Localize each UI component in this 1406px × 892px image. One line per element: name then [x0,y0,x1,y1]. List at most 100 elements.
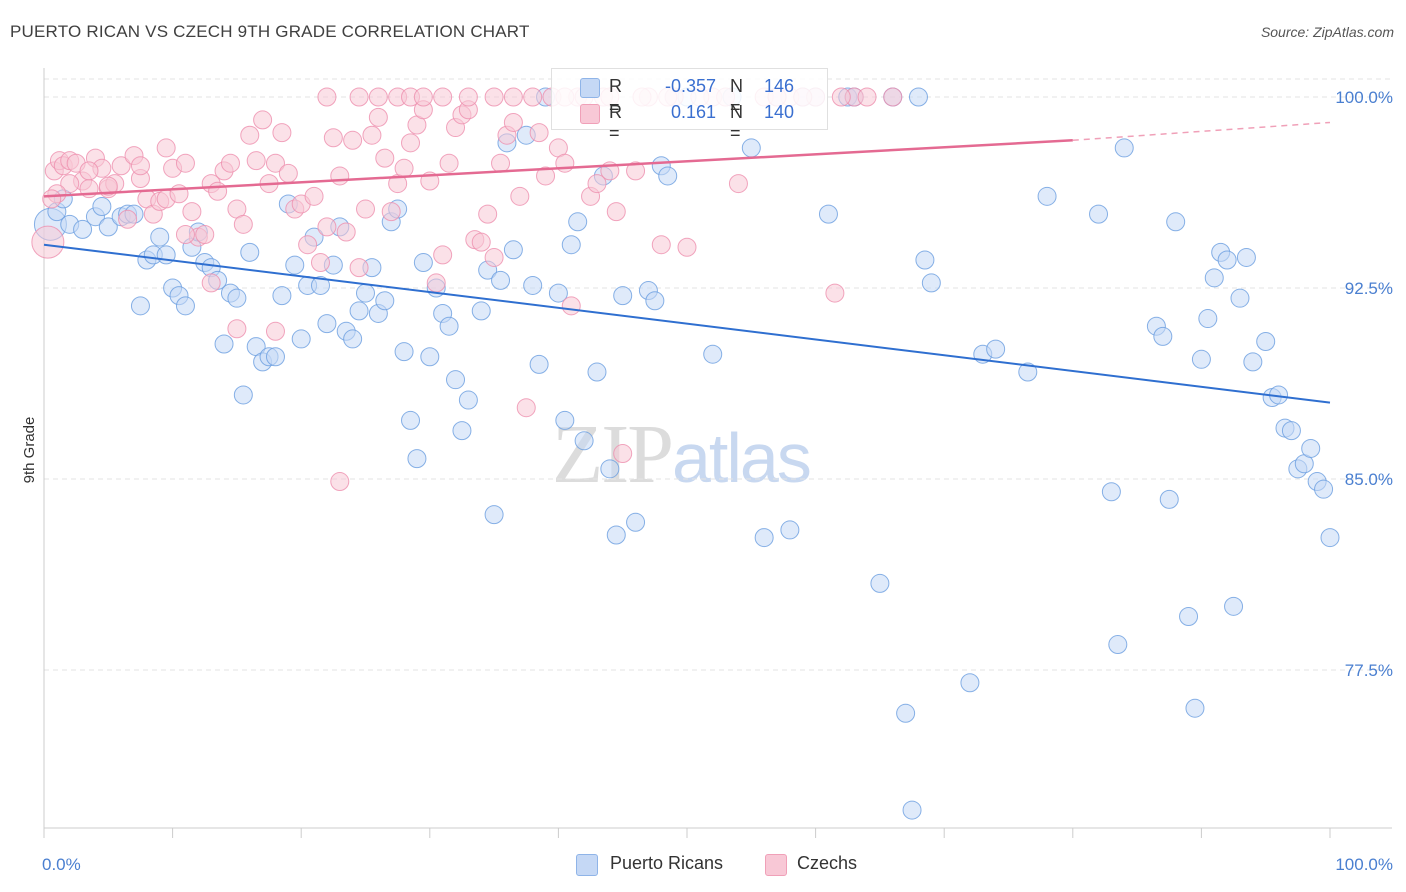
point-czech [182,202,202,222]
legend-r-label: R = [609,102,622,143]
point-puerto-rican [413,253,433,273]
point-puerto-rican [703,344,723,364]
point-czech [503,87,523,107]
point-czech [478,204,498,224]
bottom-legend-swatch-puerto-ricans [576,854,598,876]
point-czech [156,138,176,158]
point-puerto-rican [503,240,523,260]
point-puerto-rican [1243,352,1263,372]
point-czech [831,87,851,107]
point-puerto-rican [754,528,774,548]
point-puerto-rican [1153,326,1173,346]
point-czech [240,125,260,145]
trend-line-czechs [43,139,1073,198]
point-czech [536,166,556,186]
point-puerto-rican [1114,138,1134,158]
point-czech [458,87,478,107]
bottom-legend-swatch-czechs [765,854,787,876]
trend-line-czechs-extension [1072,121,1331,142]
series-puerto-ricans [33,87,1340,820]
point-puerto-rican [606,525,626,545]
x-tick-label-max: 100.0% [1335,855,1393,874]
point-puerto-rican [98,217,118,237]
point-czech [272,123,292,143]
point-czech [626,161,646,181]
point-czech [349,258,369,278]
point-puerto-rican [921,273,941,293]
point-puerto-rican [1217,250,1237,270]
point-czech [433,87,453,107]
point-czech [677,237,697,257]
point-puerto-rican [658,166,678,186]
point-czech [195,225,215,245]
point-czech [491,153,511,173]
watermark-atlas: atlas [672,419,812,497]
point-czech [343,130,363,150]
point-czech [349,87,369,107]
point-czech [278,163,298,183]
point-czech [118,209,138,229]
point-puerto-rican [523,275,543,295]
point-puerto-rican [645,291,665,311]
point-czech [323,128,343,148]
axes [43,68,1392,838]
point-czech [227,319,247,339]
correlation-legend: R = -0.357 N = 146 R = 0.161 N = 140 [551,68,828,143]
axis-labels: 77.5% 85.0% 92.5% 100.0% 0.0% 100.0% 9th Grade [21,88,1393,874]
y-tick-label: 100.0% [1335,88,1393,107]
point-puerto-rican [1191,349,1211,369]
point-czech [330,166,350,186]
point-czech [265,321,285,341]
point-puerto-rican [175,296,195,316]
point-czech [317,217,337,237]
point-puerto-rican [1037,186,1057,206]
point-puerto-rican [1166,212,1186,232]
point-czech [298,235,318,255]
point-czech [439,153,459,173]
point-puerto-rican [233,385,253,405]
point-puerto-rican [92,197,112,217]
point-puerto-rican [561,235,581,255]
legend-r-value: 0.161 [670,102,716,122]
bottom-legend-label-puerto-ricans: Puerto Ricans [610,853,724,873]
point-puerto-rican [818,204,838,224]
point-puerto-rican [780,520,800,540]
legend-n-value: 146 [764,76,795,96]
point-puerto-rican [343,329,363,349]
point-puerto-rican [1224,596,1244,616]
trend-lines [43,121,1331,404]
point-puerto-rican [908,87,928,107]
point-puerto-rican [1230,288,1250,308]
point-puerto-rican [272,286,292,306]
point-czech [484,247,504,267]
legend-n-value: 140 [764,102,795,122]
point-puerto-rican [902,800,922,820]
point-puerto-rican [214,334,234,354]
point-puerto-rican [548,283,568,303]
trend-line-puerto-ricans [43,243,1331,404]
legend-n-label: N = [730,76,743,117]
point-czech [330,472,350,492]
point-czech [208,181,228,201]
point-czech [356,199,375,219]
point-puerto-rican [587,362,607,382]
point-czech [98,176,118,196]
point-puerto-rican [626,512,646,532]
point-puerto-rican [356,283,375,303]
point-puerto-rican [73,219,93,239]
point-puerto-rican [240,242,260,262]
point-puerto-rican [1018,362,1038,382]
y-tick-label: 92.5% [1345,279,1393,298]
point-czech [60,174,80,194]
point-puerto-rican [291,329,311,349]
point-czech [375,148,395,168]
point-puerto-rican [310,275,330,295]
point-czech [246,151,266,171]
point-czech [728,174,748,194]
point-puerto-rican [870,573,890,593]
point-czech [265,153,285,173]
point-czech [336,222,356,242]
point-puerto-rican [491,270,511,290]
y-axis-label: 9th Grade [21,417,38,484]
